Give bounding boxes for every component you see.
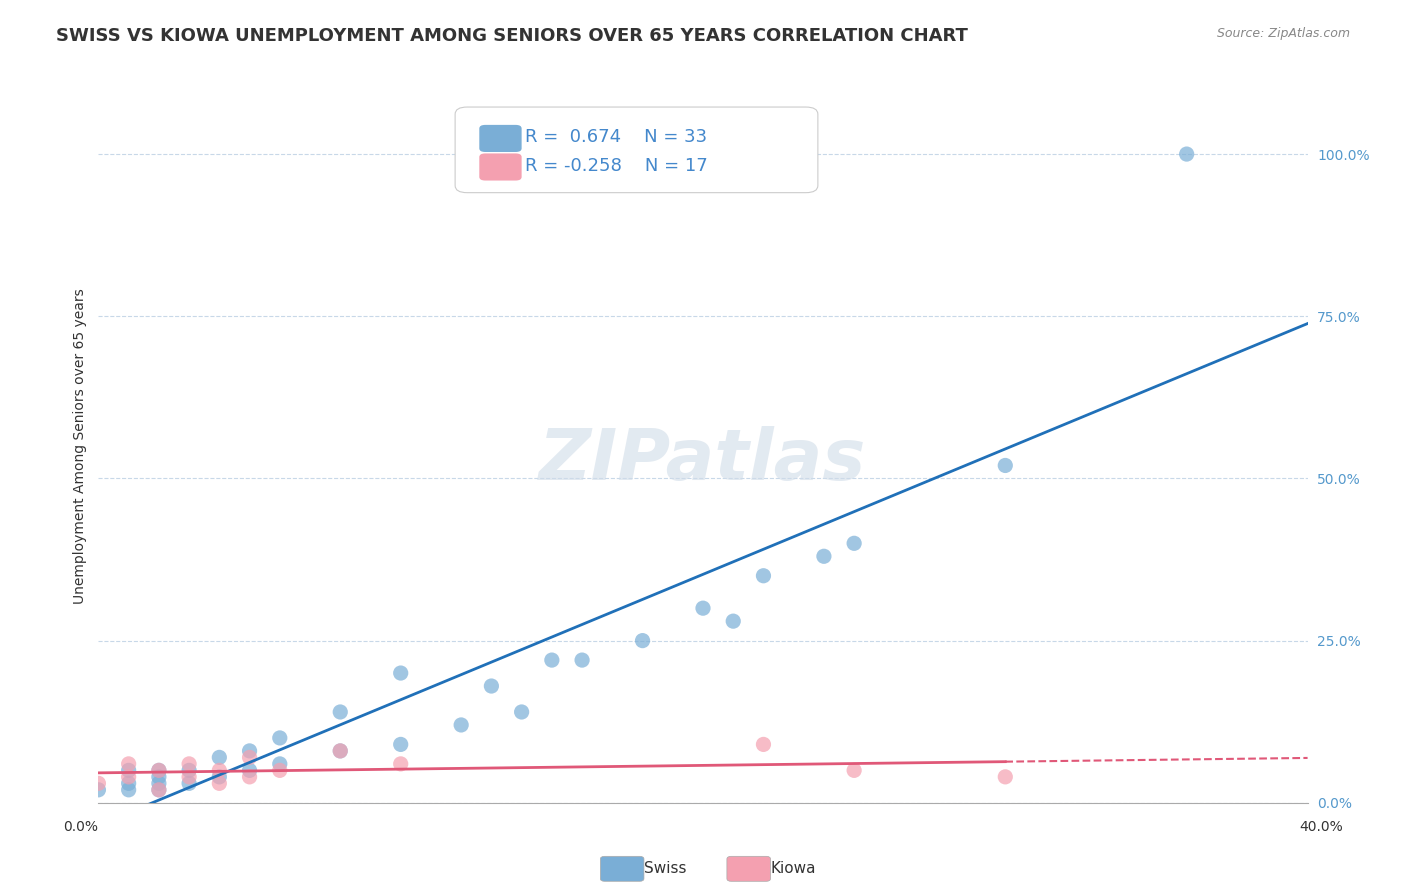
Swiss — [481, 679, 503, 693]
Swiss — [179, 764, 201, 778]
Swiss — [813, 549, 835, 564]
Swiss — [118, 764, 141, 778]
Swiss — [239, 744, 262, 758]
Kiowa — [844, 764, 866, 778]
Swiss — [87, 782, 110, 797]
Swiss — [994, 458, 1017, 473]
Kiowa — [208, 764, 231, 778]
Swiss — [208, 770, 231, 784]
Swiss — [692, 601, 714, 615]
Swiss — [389, 666, 412, 681]
Swiss — [571, 653, 593, 667]
Swiss — [844, 536, 866, 550]
Swiss — [723, 614, 745, 628]
Text: 40.0%: 40.0% — [1299, 821, 1343, 834]
Swiss — [148, 782, 170, 797]
Swiss — [329, 744, 352, 758]
Kiowa — [269, 764, 291, 778]
Kiowa — [389, 756, 412, 771]
Swiss — [540, 653, 562, 667]
Text: R = -0.258    N = 17: R = -0.258 N = 17 — [526, 157, 709, 175]
Kiowa — [208, 776, 231, 790]
Kiowa — [179, 756, 201, 771]
FancyBboxPatch shape — [479, 125, 522, 152]
Swiss — [329, 705, 352, 719]
Swiss — [510, 705, 533, 719]
Swiss — [239, 764, 262, 778]
Kiowa — [329, 744, 352, 758]
Text: Kiowa: Kiowa — [770, 862, 815, 876]
Swiss — [269, 756, 291, 771]
Kiowa — [239, 750, 262, 764]
Kiowa — [179, 770, 201, 784]
Swiss — [752, 568, 775, 582]
Text: SWISS VS KIOWA UNEMPLOYMENT AMONG SENIORS OVER 65 YEARS CORRELATION CHART: SWISS VS KIOWA UNEMPLOYMENT AMONG SENIOR… — [56, 27, 969, 45]
Kiowa — [239, 770, 262, 784]
Swiss — [208, 750, 231, 764]
FancyBboxPatch shape — [456, 107, 818, 193]
FancyBboxPatch shape — [479, 153, 522, 180]
Swiss — [179, 776, 201, 790]
Swiss — [389, 738, 412, 752]
Swiss — [148, 776, 170, 790]
Kiowa — [87, 776, 110, 790]
Kiowa — [994, 770, 1017, 784]
Swiss — [148, 770, 170, 784]
Swiss — [450, 718, 472, 732]
Swiss — [269, 731, 291, 745]
Kiowa — [118, 770, 141, 784]
Text: Source: ZipAtlas.com: Source: ZipAtlas.com — [1216, 27, 1350, 40]
Kiowa — [148, 764, 170, 778]
Swiss — [118, 776, 141, 790]
Text: R =  0.674    N = 33: R = 0.674 N = 33 — [526, 128, 707, 146]
Kiowa — [752, 738, 775, 752]
Kiowa — [148, 782, 170, 797]
Y-axis label: Unemployment Among Seniors over 65 years: Unemployment Among Seniors over 65 years — [73, 288, 87, 604]
Text: Swiss: Swiss — [644, 862, 686, 876]
Swiss — [1175, 147, 1198, 161]
Text: 0.0%: 0.0% — [63, 821, 98, 834]
Text: ZIPatlas: ZIPatlas — [540, 425, 866, 495]
Swiss — [148, 764, 170, 778]
Swiss — [631, 633, 654, 648]
Swiss — [118, 782, 141, 797]
Kiowa — [118, 756, 141, 771]
